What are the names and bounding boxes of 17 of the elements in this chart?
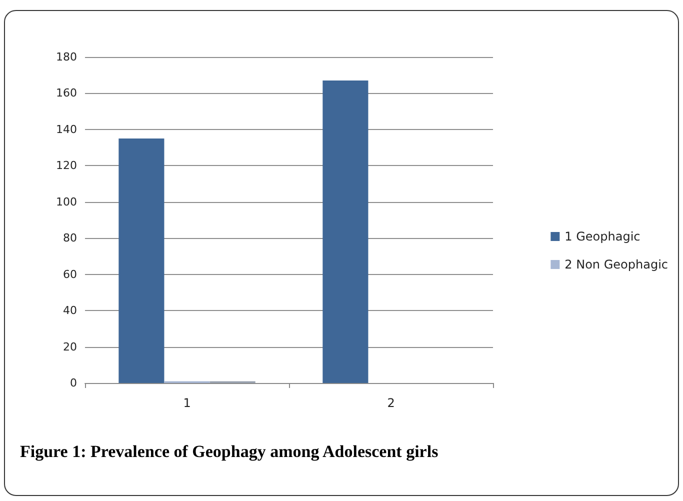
y-tick-label: 80	[63, 232, 77, 245]
y-tick-label: 120	[56, 159, 77, 172]
y-tick-label: 140	[56, 122, 77, 136]
y-tick-label: 0	[70, 376, 77, 390]
bar	[322, 80, 368, 383]
bar	[118, 138, 164, 383]
legend-label: 2 Non Geophagic	[564, 258, 668, 272]
y-tick-label: 160	[56, 86, 77, 100]
y-tick-label: 100	[56, 195, 77, 208]
legend-label: 1 Geophagic	[564, 230, 640, 244]
y-tick-label: 60	[63, 268, 77, 281]
x-tick-label: 1	[183, 396, 191, 410]
y-tick-label: 180	[56, 50, 77, 64]
y-tick-label: 40	[63, 304, 77, 318]
y-tick-label: 20	[63, 340, 77, 354]
x-tick-label: 2	[387, 396, 395, 410]
text: Figure 1: Prevalence of Geophagy among Adolescent girls	[20, 442, 439, 461]
